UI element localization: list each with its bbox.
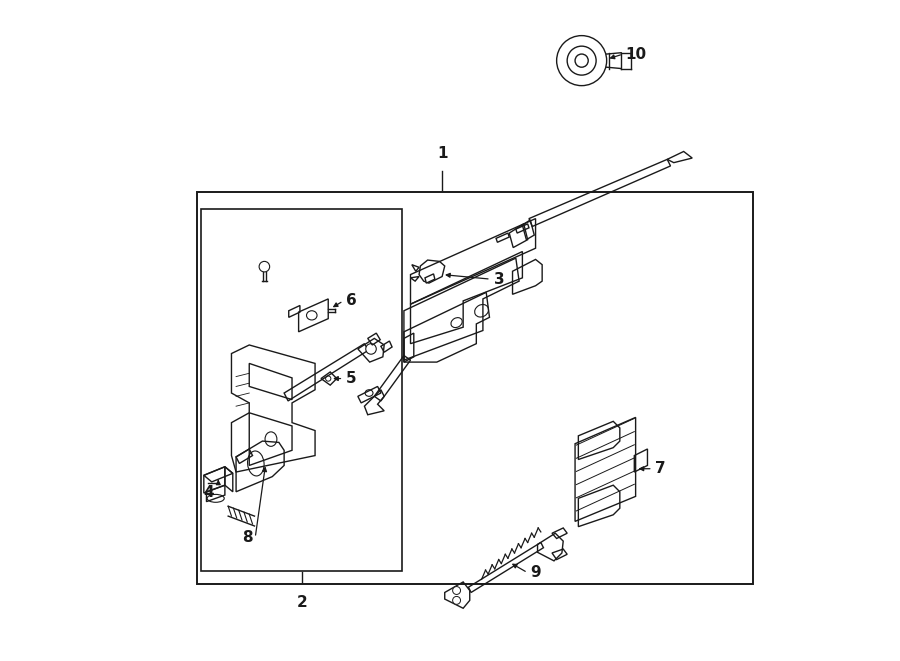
Circle shape: [326, 376, 331, 381]
Polygon shape: [425, 274, 435, 283]
Text: 6: 6: [346, 293, 356, 309]
Text: 1: 1: [436, 146, 447, 161]
Bar: [196, 192, 752, 584]
Circle shape: [453, 596, 461, 604]
Text: 8: 8: [242, 530, 253, 545]
Text: 4: 4: [203, 485, 213, 500]
Bar: [202, 209, 402, 570]
Polygon shape: [249, 412, 292, 465]
Text: 10: 10: [626, 46, 647, 61]
Text: 3: 3: [494, 272, 505, 287]
Text: 5: 5: [346, 371, 356, 386]
Text: 2: 2: [296, 595, 307, 610]
Text: 9: 9: [530, 565, 541, 580]
Circle shape: [453, 586, 461, 594]
Polygon shape: [249, 364, 292, 400]
Text: 7: 7: [655, 461, 666, 476]
Circle shape: [365, 344, 376, 354]
